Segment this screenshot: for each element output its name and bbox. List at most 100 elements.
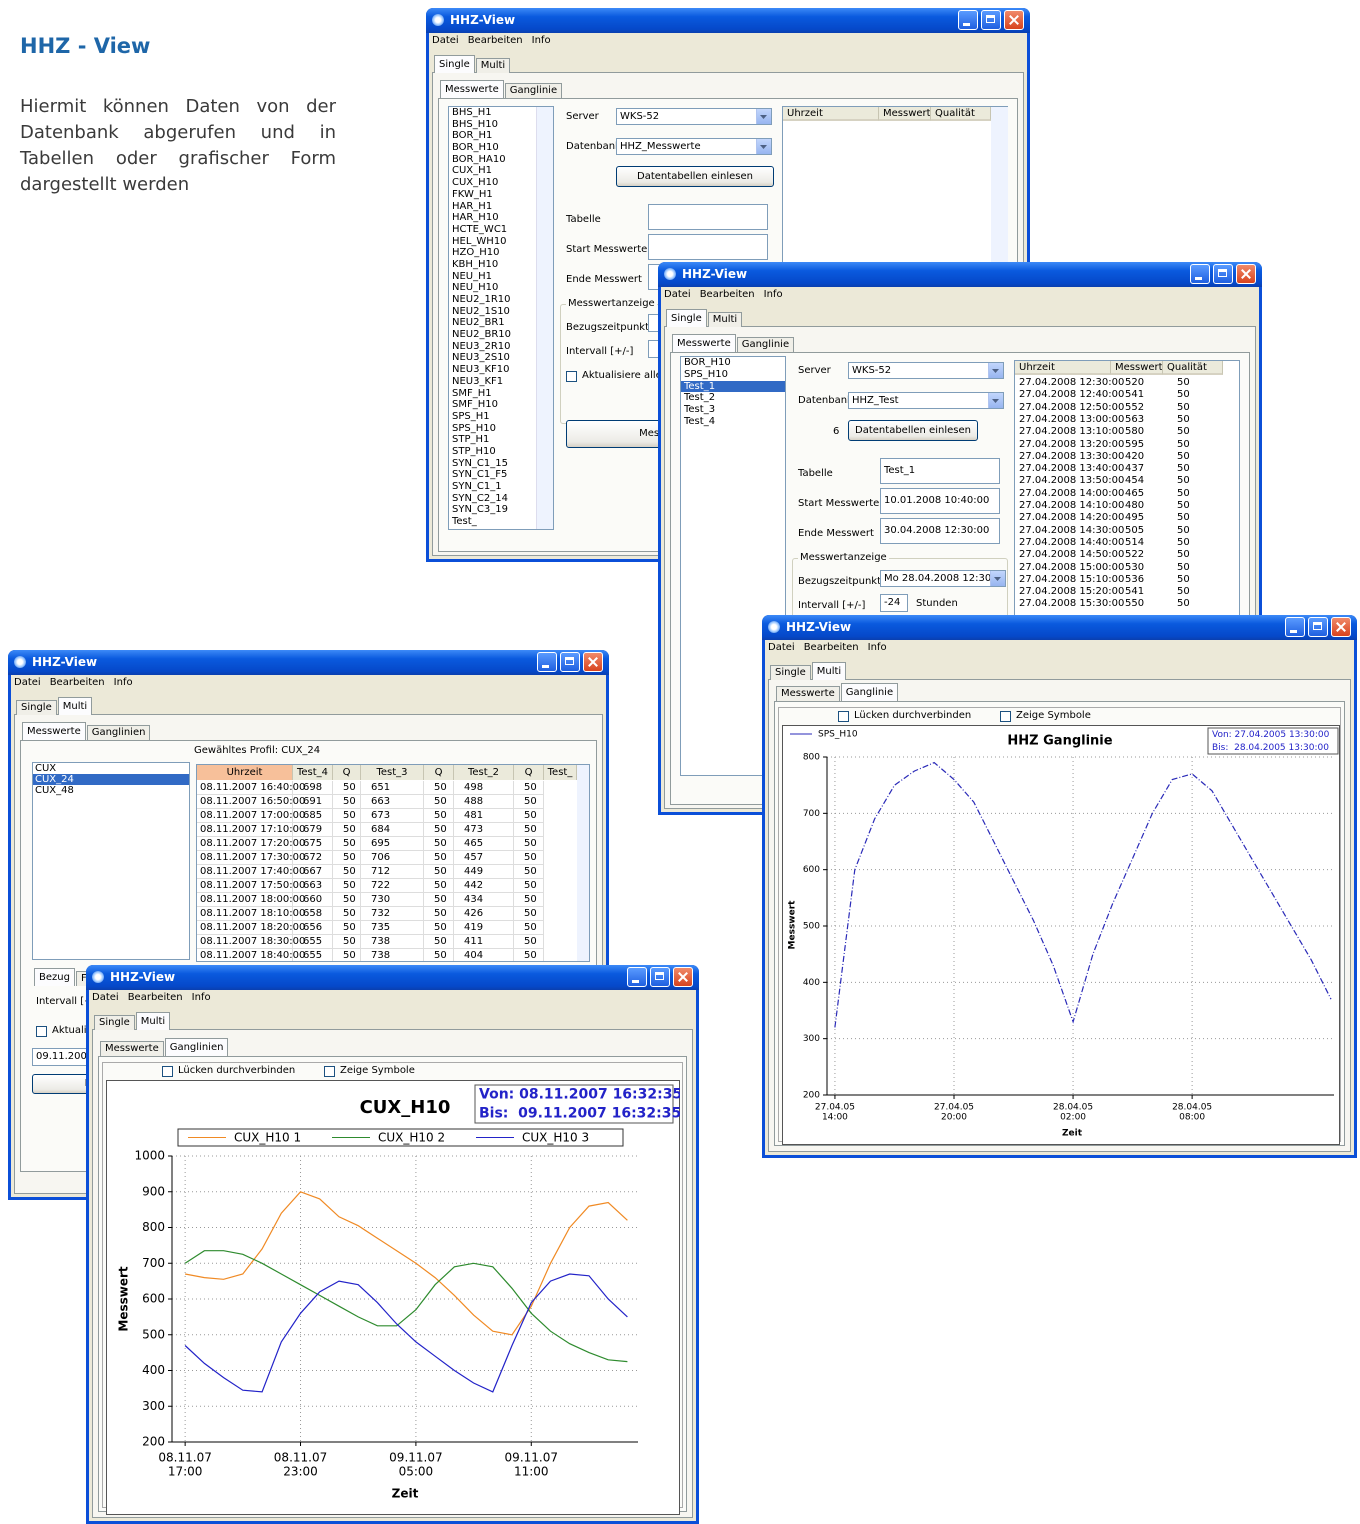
menu-item[interactable]: Bearbeiten xyxy=(804,642,859,653)
table-cell: 672 xyxy=(293,851,333,865)
tab[interactable]: Ganglinien xyxy=(165,1038,229,1056)
close-button[interactable] xyxy=(1331,617,1351,637)
table-cell: 712 xyxy=(361,865,424,879)
table-cell: 50 xyxy=(514,921,544,935)
station-item[interactable]: Test_1 xyxy=(681,381,785,393)
menu-item[interactable]: Datei xyxy=(664,289,691,300)
min-button[interactable] xyxy=(1190,264,1210,284)
profile-item[interactable]: CUX xyxy=(33,763,189,774)
table-cell: 50 xyxy=(514,935,544,949)
column-header: Qualität xyxy=(931,107,991,121)
tab[interactable]: Single xyxy=(16,700,57,715)
table-cell: 465 xyxy=(1125,488,1144,500)
min-button[interactable] xyxy=(537,652,557,672)
checkbox[interactable] xyxy=(36,1026,47,1037)
table-cell: 495 xyxy=(1125,512,1144,524)
menu-item[interactable]: Info xyxy=(868,642,887,653)
menu-item[interactable]: Datei xyxy=(768,642,795,653)
tab[interactable]: Ganglinien xyxy=(87,725,151,740)
table-cell: 50 xyxy=(333,921,361,935)
scrollbar xyxy=(536,107,553,529)
tab[interactable]: Single xyxy=(434,55,475,73)
y-tick-label: 500 xyxy=(142,1327,165,1341)
reference-select[interactable]: Mo 28.04.2008 12:30 xyxy=(880,570,1006,587)
menu-item[interactable]: Info xyxy=(192,992,211,1003)
max-button[interactable] xyxy=(1308,617,1328,637)
tab[interactable]: Ganglinie xyxy=(737,337,794,352)
x-tick-label: 08.11.07 xyxy=(158,1451,211,1465)
tab[interactable]: Bezug xyxy=(34,968,75,986)
table-cell: 50 xyxy=(333,935,361,949)
database-select[interactable]: HHZ_Messwerte xyxy=(616,138,772,155)
checkbox[interactable] xyxy=(324,1066,335,1077)
max-button[interactable] xyxy=(981,10,1001,30)
max-button[interactable] xyxy=(560,652,580,672)
database-select[interactable]: HHZ_Test xyxy=(848,392,1004,409)
menu-item[interactable]: Info xyxy=(764,289,783,300)
legend-label: CUX_H10 3 xyxy=(522,1131,589,1145)
load-tables-button[interactable]: Datentabellen einlesen xyxy=(616,166,774,187)
station-item[interactable]: Test_2 xyxy=(681,392,785,404)
y-tick-label: 800 xyxy=(142,1220,165,1234)
min-button[interactable] xyxy=(627,967,647,987)
menu-item[interactable]: Info xyxy=(532,35,551,46)
close-button[interactable] xyxy=(673,967,693,987)
close-button[interactable] xyxy=(1236,264,1256,284)
checkbox[interactable] xyxy=(162,1066,173,1077)
menu-item[interactable]: Info xyxy=(114,677,133,688)
table-cell: 08.11.2007 18:10:00 xyxy=(197,907,293,921)
server-select[interactable]: WKS-52 xyxy=(616,108,772,125)
profile-label: Gewähltes Profil: CUX_24 xyxy=(194,745,320,756)
min-button[interactable] xyxy=(958,10,978,30)
station-item[interactable]: BOR_H10 xyxy=(681,357,785,369)
max-button[interactable] xyxy=(1213,264,1233,284)
tab[interactable]: Messwerte xyxy=(100,1041,164,1056)
table-cell: 27.04.2008 13:40:00 xyxy=(1019,463,1124,475)
tab[interactable]: Messwerte xyxy=(440,80,504,98)
window-title: HHZ-View xyxy=(786,615,851,640)
menu-item[interactable]: Datei xyxy=(14,677,41,688)
tab[interactable]: Ganglinie xyxy=(505,83,562,98)
station-item[interactable]: Test_4 xyxy=(681,416,785,428)
table-cell: 465 xyxy=(454,837,514,851)
table-cell: 50 xyxy=(424,949,454,962)
station-item[interactable]: Test_3 xyxy=(681,404,785,416)
window: HHZ-ViewDateiBearbeitenInfoSingleMultiMe… xyxy=(86,965,699,1524)
tab[interactable]: Single xyxy=(94,1015,135,1030)
menu-item[interactable]: Bearbeiten xyxy=(700,289,755,300)
tab[interactable]: Single xyxy=(666,309,707,327)
load-tables-button[interactable]: Datentabellen einlesen xyxy=(848,420,978,441)
menu-item[interactable]: Bearbeiten xyxy=(468,35,523,46)
close-button[interactable] xyxy=(1004,10,1024,30)
tab[interactable]: Multi xyxy=(708,312,742,327)
table-cell: 50 xyxy=(424,879,454,893)
checkbox[interactable] xyxy=(1000,711,1011,722)
close-button[interactable] xyxy=(583,652,603,672)
table-field xyxy=(648,204,768,230)
checkbox[interactable] xyxy=(838,711,849,722)
menu-item[interactable]: Datei xyxy=(432,35,459,46)
tab[interactable]: Multi xyxy=(58,697,92,715)
profile-item[interactable]: CUX_24 xyxy=(33,774,189,785)
menu-item[interactable]: Datei xyxy=(92,992,119,1003)
table-cell: 50 xyxy=(1177,586,1190,598)
server-select[interactable]: WKS-52 xyxy=(848,362,1004,379)
tab[interactable]: Messwerte xyxy=(22,722,86,740)
tab[interactable]: Messwerte xyxy=(672,334,736,352)
menu-item[interactable]: Bearbeiten xyxy=(50,677,105,688)
min-button[interactable] xyxy=(1285,617,1305,637)
tab[interactable]: Ganglinie xyxy=(841,683,898,701)
checkbox[interactable] xyxy=(566,371,577,382)
tab[interactable]: Messwerte xyxy=(776,686,840,701)
tab[interactable]: Single xyxy=(770,665,811,680)
table-cell: 522 xyxy=(1125,549,1144,561)
menu-item[interactable]: Bearbeiten xyxy=(128,992,183,1003)
max-button[interactable] xyxy=(650,967,670,987)
profile-item[interactable]: CUX_48 xyxy=(33,785,189,796)
table-cell: 50 xyxy=(1177,426,1190,438)
tab[interactable]: Multi xyxy=(136,1012,170,1030)
tab[interactable]: Multi xyxy=(476,58,510,73)
tab[interactable]: Multi xyxy=(812,662,846,680)
station-item[interactable]: SPS_H10 xyxy=(681,369,785,381)
table-cell: 50 xyxy=(1177,463,1190,475)
